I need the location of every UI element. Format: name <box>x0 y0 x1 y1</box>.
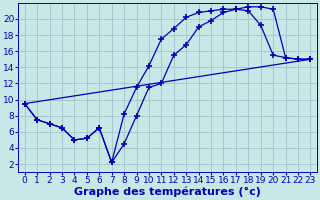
X-axis label: Graphe des températures (°c): Graphe des températures (°c) <box>74 187 261 197</box>
